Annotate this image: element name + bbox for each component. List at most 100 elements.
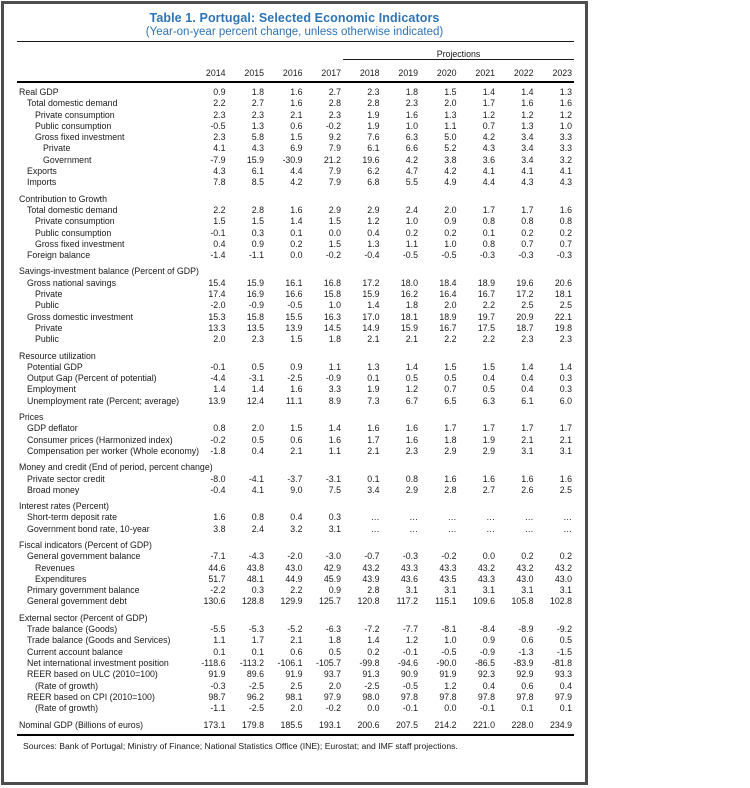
cell-value: 17.2 <box>362 277 380 288</box>
cell-value: 2.8 <box>367 585 380 596</box>
cell-value: 2.8 <box>328 98 341 109</box>
cell-value: … <box>486 523 495 534</box>
cell-value: -0.4 <box>210 484 226 495</box>
cell-value <box>266 261 305 277</box>
cell-value: 0.8 <box>482 238 495 249</box>
row-label: Net international investment position <box>27 657 169 668</box>
cell-value: 43.2 <box>362 562 380 573</box>
cell-value: 4.1 <box>251 484 264 495</box>
cell-value <box>343 189 382 205</box>
cell-value: 17.0 <box>362 311 380 322</box>
cell-value: -5.2 <box>287 624 303 635</box>
cell-value: … <box>409 523 418 534</box>
cell-value: 115.1 <box>435 596 457 607</box>
cell-value: 1.4 <box>251 384 264 395</box>
cell-value <box>228 261 267 277</box>
cell-value: -1.1 <box>210 703 226 714</box>
cell-value: 6.7 <box>405 395 418 406</box>
cell-value: 16.3 <box>323 311 341 322</box>
table-row: Foreign balance -1.4 -1.1 0.0 -0.2 -0.4 -0.5 -0… <box>17 250 574 261</box>
cell-value: 5.5 <box>405 177 418 188</box>
cell-value: 3.2 <box>559 154 573 165</box>
cell-value: 4.1 <box>213 143 226 154</box>
cell-value: 1.2 <box>521 109 534 120</box>
cell-value: 6.8 <box>367 177 380 188</box>
cell-value: 0.4 <box>367 227 380 238</box>
row-label: (Rate of growth) <box>35 703 99 714</box>
cell-value: 0.3 <box>559 373 573 384</box>
cell-value: 0.4 <box>521 384 534 395</box>
table-row: Private 4.1 4.3 6.9 7.9 6.1 6.6 5.2 4.3 3.4 3.3 <box>17 143 574 154</box>
cell-value <box>536 407 575 423</box>
cell-value: 8.9 <box>328 395 341 406</box>
cell-value: … <box>409 512 418 523</box>
cell-value: -99.8 <box>359 657 380 668</box>
cell-value <box>382 496 421 512</box>
row-label: Private <box>35 289 63 300</box>
cell-value <box>305 261 344 277</box>
cell-value: -0.2 <box>325 120 341 131</box>
cell-value: 128.8 <box>241 596 264 607</box>
cell-value: 1.7 <box>521 204 534 215</box>
cell-value: 234.9 <box>535 714 575 736</box>
cell-value: 4.4 <box>290 166 303 177</box>
row-label: Interest rates (Percent) <box>19 501 109 512</box>
row-label: General government debt <box>27 596 127 607</box>
row-label: Private consumption <box>35 216 115 227</box>
cell-value: 0.1 <box>213 646 226 657</box>
cell-value: 0.0 <box>367 703 380 714</box>
cell-value: 0.8 <box>559 216 573 227</box>
cell-value: 16.9 <box>246 289 264 300</box>
cell-value: 6.2 <box>367 166 380 177</box>
cell-value: -0.4 <box>364 250 380 261</box>
cell-value: -113.2 <box>239 657 264 668</box>
row-label: Public consumption <box>35 227 112 238</box>
cell-value: 1.1 <box>444 120 457 131</box>
table-row: Trade balance (Goods and Services) 1.1 1.7… <box>17 635 574 646</box>
cell-value <box>343 407 382 423</box>
cell-value: 15.9 <box>400 322 418 333</box>
row-label: Gross national savings <box>27 277 116 288</box>
cell-value: 0.8 <box>521 216 534 227</box>
cell-value <box>305 346 344 362</box>
row-label: Foreign balance <box>27 250 91 261</box>
cell-value: 0.9 <box>290 361 303 372</box>
cell-value: -2.0 <box>210 300 226 311</box>
cell-value: 15.9 <box>246 277 264 288</box>
table-row: REER based on ULC (2010=100) 91.9 89.6 91.9… <box>17 669 574 680</box>
cell-value: 1.3 <box>559 87 573 97</box>
cell-value: 43.2 <box>516 562 534 573</box>
row-label: Total domestic demand <box>27 204 118 215</box>
cell-value: 48.1 <box>246 573 264 584</box>
cell-value: 0.4 <box>482 373 495 384</box>
cell-value: 1.2 <box>482 109 495 120</box>
cell-value: -1.5 <box>556 646 573 657</box>
cell-value: … <box>370 523 380 534</box>
table-title: Table 1. Portugal: Selected Economic Ind… <box>149 11 440 25</box>
cell-value: 16.6 <box>285 289 303 300</box>
cell-value: 1.1 <box>405 238 418 249</box>
cell-value: 1.8 <box>405 87 418 97</box>
cell-value: 1.5 <box>290 423 303 434</box>
cell-value: -4.1 <box>248 473 264 484</box>
cell-value: 19.6 <box>516 277 534 288</box>
cell-value <box>228 189 267 205</box>
cell-value <box>343 346 382 362</box>
cell-value: 0.3 <box>559 384 573 395</box>
cell-value: 125.7 <box>318 596 341 607</box>
cell-value: 0.4 <box>521 373 534 384</box>
table-row: Unemployment rate (Percent; average) 13.9… <box>17 396 574 407</box>
cell-value: -90.0 <box>436 657 457 668</box>
cell-value: 2.9 <box>444 445 457 456</box>
cell-value: 1.8 <box>328 635 341 646</box>
cell-value: -106.1 <box>277 657 303 668</box>
cell-value <box>420 535 459 551</box>
year-column-header: 2014 <box>189 59 228 83</box>
cell-value: 3.4 <box>521 132 534 143</box>
cell-value: 1.8 <box>251 87 264 97</box>
cell-value: 6.3 <box>482 395 495 406</box>
section-header-row: Prices <box>17 407 574 423</box>
cell-value: -94.6 <box>397 657 418 668</box>
cell-value: 3.3 <box>559 132 573 143</box>
cell-value: … <box>524 523 534 534</box>
